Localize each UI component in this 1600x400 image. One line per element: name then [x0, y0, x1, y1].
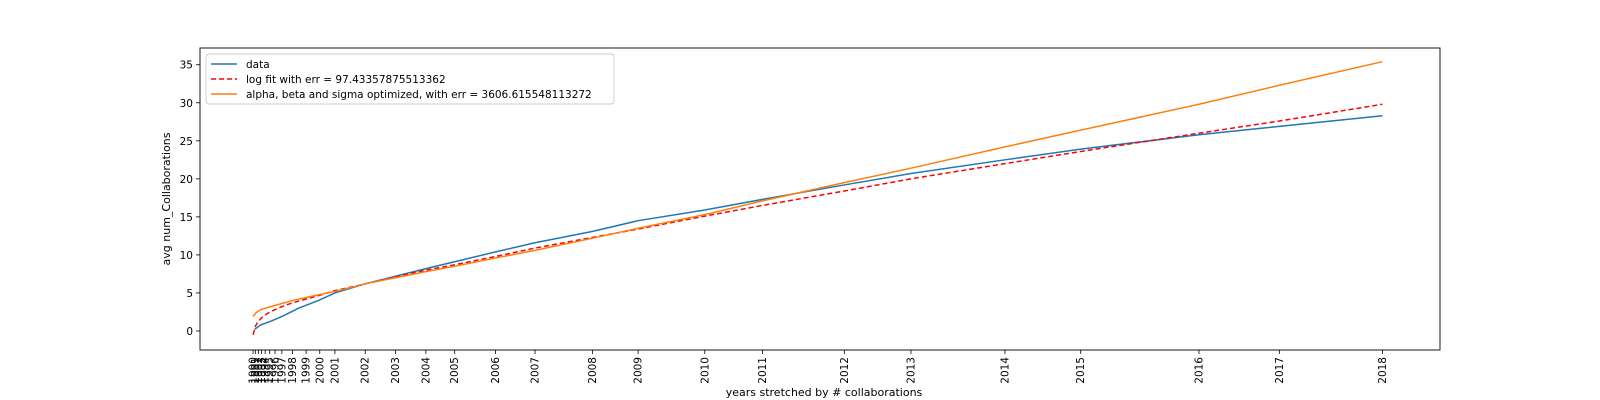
axes: 0510152025303519901991199219931994199519… [180, 47, 1441, 384]
x-tick-label: 1992 [253, 357, 265, 384]
x-tick-label: 2011 [757, 357, 769, 384]
x-tick-label: 2013 [905, 357, 917, 384]
x-tick-label: 2010 [699, 357, 711, 384]
x-tick-label: 2017 [1274, 357, 1286, 384]
y-tick-label: 25 [180, 136, 193, 148]
x-tick-label: 2014 [999, 357, 1011, 384]
series-line-1 [252, 103, 1383, 335]
y-tick-label: 35 [180, 60, 193, 72]
x-tick-label: 1993 [256, 357, 268, 384]
x-tick-label: 2012 [839, 357, 851, 384]
x-tick-label: 1994 [260, 357, 272, 384]
x-tick-label: 1990 [248, 357, 260, 384]
y-tick-label: 10 [180, 250, 193, 262]
x-tick-label: 2004 [420, 357, 432, 384]
x-tick-label: 1997 [276, 357, 288, 384]
x-tick-label: 1996 [270, 357, 282, 384]
legend-label-0: data [246, 59, 270, 71]
x-tick-label: 2005 [449, 357, 461, 384]
legend: data log fit with err = 97.43357875513362… [205, 53, 615, 105]
x-tick-label: 2002 [360, 357, 372, 384]
legend-box [205, 53, 615, 105]
y-tick-label: 15 [180, 212, 193, 224]
x-tick-label: 2008 [587, 357, 599, 384]
legend-label-1: log fit with err = 97.43357875513362 [246, 74, 446, 86]
x-tick-label: 2007 [530, 357, 542, 384]
x-tick-label: 2015 [1075, 357, 1087, 384]
x-tick-label: 1991 [250, 357, 262, 384]
y-tick-label: 0 [186, 326, 193, 338]
legend-label-2: alpha, beta and sigma optimized, with er… [246, 89, 592, 101]
x-tick-label: 2000 [314, 357, 326, 384]
x-tick-label: 2009 [633, 357, 645, 384]
y-axis-label: avg num_Collaborations [160, 132, 173, 265]
plot-area [252, 60, 1383, 335]
plot-frame [199, 47, 1441, 351]
y-tick-label: 5 [186, 288, 193, 300]
y-tick-label: 30 [180, 98, 193, 110]
x-tick-label: 2003 [390, 357, 402, 384]
y-tick-label: 20 [180, 174, 193, 186]
x-tick-label: 1999 [301, 357, 313, 384]
x-tick-label: 1995 [264, 357, 276, 384]
series-line-0 [254, 114, 1383, 331]
x-tick-label: 2001 [329, 357, 341, 384]
series-line-2 [252, 60, 1383, 317]
x-tick-label: 2006 [490, 357, 502, 384]
x-tick-label: 2016 [1193, 357, 1205, 384]
x-tick-label: 2018 [1377, 357, 1389, 384]
x-axis-label: years stretched by # collaborations [726, 386, 923, 399]
x-tick-label: 1998 [287, 357, 299, 384]
